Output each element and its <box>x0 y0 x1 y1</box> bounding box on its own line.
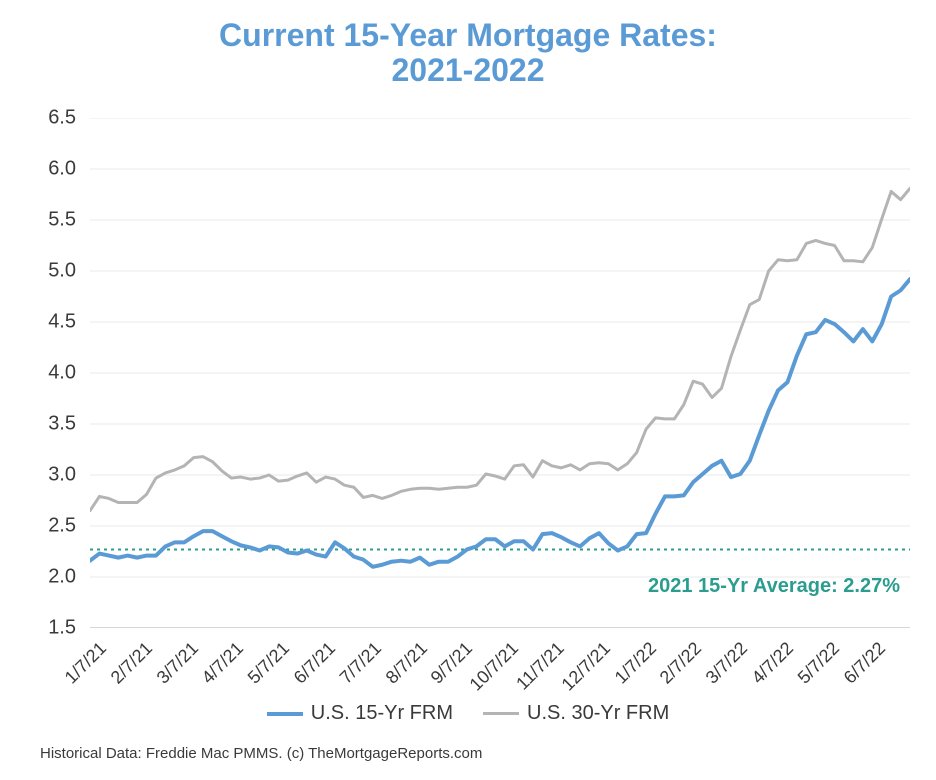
x-axis-label: 8/7/21 <box>381 638 431 688</box>
legend-item: U.S. 30-Yr FRM <box>483 702 669 725</box>
plot-area <box>90 118 910 628</box>
x-axis-label: 12/7/21 <box>557 638 614 695</box>
y-axis-label: 2.0 <box>0 566 76 589</box>
legend: U.S. 15-Yr FRM U.S. 30-Yr FRM <box>0 702 936 725</box>
chart-container: Current 15-Year Mortgage Rates: 2021-202… <box>0 0 936 780</box>
legend-swatch <box>483 712 519 715</box>
x-axis-label: 5/7/21 <box>244 638 294 688</box>
x-axis-label: 7/7/21 <box>335 638 385 688</box>
x-axis-label: 3/7/22 <box>702 638 752 688</box>
x-axis-label: 2/7/22 <box>656 638 706 688</box>
legend-item: U.S. 15-Yr FRM <box>267 702 453 725</box>
legend-label: U.S. 15-Yr FRM <box>311 702 453 725</box>
series-line <box>90 188 910 510</box>
x-axis-label: 6/7/21 <box>290 638 340 688</box>
x-axis-label: 10/7/21 <box>466 638 523 695</box>
x-axis-label: 1/7/22 <box>610 638 660 688</box>
y-axis-label: 5.0 <box>0 260 76 283</box>
y-axis-label: 2.5 <box>0 515 76 538</box>
x-axis-label: 5/7/22 <box>794 638 844 688</box>
chart-title-line1: Current 15-Year Mortgage Rates: <box>219 17 717 53</box>
x-axis-label: 6/7/22 <box>839 638 889 688</box>
legend-label: U.S. 30-Yr FRM <box>527 702 669 725</box>
x-axis-label: 11/7/21 <box>513 638 569 694</box>
x-axis-label: 3/7/21 <box>152 638 202 688</box>
y-axis-label: 3.0 <box>0 464 76 487</box>
legend-swatch <box>267 712 303 716</box>
source-text: Historical Data: Freddie Mac PMMS. (c) T… <box>40 745 482 762</box>
x-axis-label: 4/7/21 <box>198 638 248 688</box>
x-axis-label: 4/7/22 <box>748 638 798 688</box>
reference-line-label: 2021 15-Yr Average: 2.27% <box>648 575 900 598</box>
chart-title: Current 15-Year Mortgage Rates: 2021-202… <box>0 0 936 88</box>
y-axis-label: 3.5 <box>0 413 76 436</box>
y-axis-label: 5.5 <box>0 209 76 232</box>
y-axis-label: 4.0 <box>0 362 76 385</box>
x-axis-label: 2/7/21 <box>106 638 156 688</box>
x-axis-label: 1/7/21 <box>61 638 111 688</box>
y-axis-label: 1.5 <box>0 617 76 640</box>
y-axis-label: 6.5 <box>0 107 76 130</box>
y-axis-label: 6.0 <box>0 158 76 181</box>
y-axis-label: 4.5 <box>0 311 76 334</box>
chart-title-line2: 2021-2022 <box>391 52 544 88</box>
chart-svg <box>90 118 910 628</box>
